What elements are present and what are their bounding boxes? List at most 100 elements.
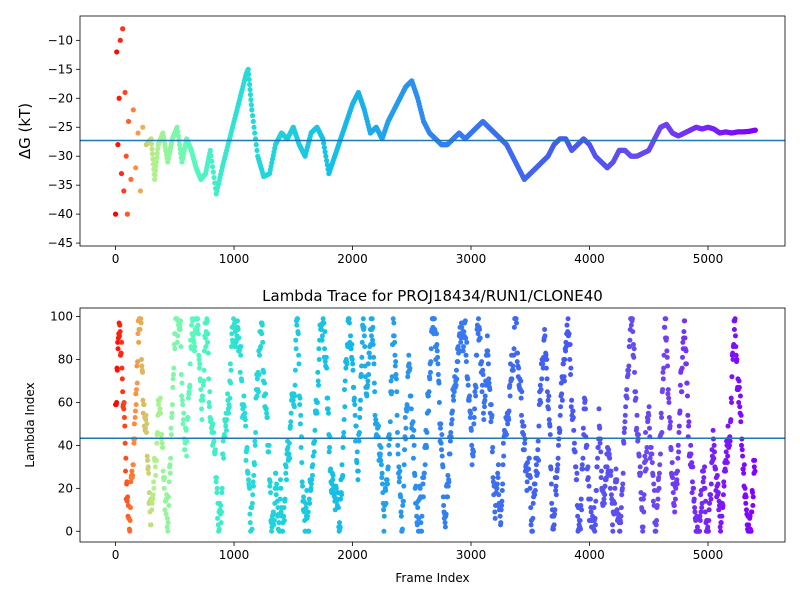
lambda-point	[439, 447, 445, 453]
lambda-point	[404, 404, 410, 410]
lambda-point	[379, 481, 385, 487]
lambda-point	[741, 462, 747, 468]
lambda-point	[743, 494, 749, 500]
lambda-point	[195, 316, 201, 322]
lambda-point	[536, 457, 542, 463]
lambda-point	[330, 477, 336, 483]
lambda-point	[524, 479, 530, 485]
lambda-point	[660, 369, 666, 375]
lambda-point	[310, 462, 316, 468]
lambda-point	[558, 404, 564, 410]
lambda-point	[180, 417, 186, 423]
lambda-point	[186, 389, 192, 395]
lambda-point	[425, 393, 431, 399]
lambda-point	[292, 393, 298, 399]
lambda-point	[717, 524, 723, 530]
lambda-point	[582, 397, 588, 403]
lambda-point	[723, 468, 729, 474]
lambda-point	[351, 395, 357, 401]
lambda-point	[651, 481, 657, 487]
lambda-point	[656, 475, 662, 481]
lambda-point	[530, 528, 536, 534]
lambda-point	[205, 331, 211, 337]
lambda-point	[281, 518, 287, 524]
lambda-point	[506, 408, 512, 414]
lambda-point	[283, 464, 289, 470]
lambda-point	[395, 442, 401, 448]
lambda-point	[701, 475, 707, 481]
lambda-point	[751, 464, 757, 470]
lambda-point	[182, 447, 188, 453]
lambda-point	[368, 333, 374, 339]
y-tick-label: −15	[48, 62, 73, 76]
lambda-point	[361, 333, 367, 339]
lambda-point	[152, 464, 158, 470]
lambda-point	[515, 350, 521, 356]
lambda-point	[463, 359, 469, 365]
lambda-point	[286, 440, 292, 446]
lambda-point	[601, 500, 607, 506]
lambda-point	[606, 451, 612, 457]
lambda-point	[738, 419, 744, 425]
lambda-point	[170, 384, 176, 390]
lambda-point	[264, 410, 270, 416]
lambda-point	[509, 376, 515, 382]
lambda-point	[725, 453, 731, 459]
lambda-point	[216, 526, 222, 532]
lambda-point	[613, 466, 619, 472]
lambda-point	[295, 316, 301, 322]
lambda-point	[737, 393, 743, 399]
lambda-point	[145, 457, 151, 463]
lambda-point	[402, 447, 408, 453]
lambda-point	[743, 507, 749, 513]
lambda-point	[742, 485, 748, 491]
lambda-point	[168, 455, 174, 461]
lambda-point	[123, 455, 129, 461]
lambda-point	[467, 393, 473, 399]
lambda-point	[571, 427, 577, 433]
lambda-point	[205, 339, 211, 345]
lambda-point	[729, 374, 735, 380]
lambda-point	[675, 455, 681, 461]
lambda-point	[469, 442, 475, 448]
lambda-point	[731, 326, 737, 332]
lambda-point	[475, 316, 481, 322]
lambda-point	[133, 391, 139, 397]
delta-g-point	[152, 168, 159, 174]
delta-g-x-ticks: 0 1000 2000 3000 4000 5000	[112, 246, 723, 266]
lambda-point	[288, 410, 294, 416]
y-tick-label: −10	[48, 33, 73, 47]
lambda-point	[677, 408, 683, 414]
lambda-point	[618, 505, 624, 511]
lambda-point	[405, 374, 411, 380]
lambda-point	[167, 462, 173, 468]
lambda-title: Lambda Trace for PROJ18434/RUN1/CLONE40	[262, 287, 603, 305]
delta-g-point	[140, 124, 146, 130]
lambda-point	[582, 406, 588, 412]
lambda-point	[170, 372, 176, 378]
lambda-point	[647, 455, 653, 461]
delta-g-point	[155, 146, 161, 152]
lambda-point	[199, 417, 205, 423]
lambda-point	[553, 487, 559, 493]
lambda-point	[185, 395, 191, 401]
lambda-point	[324, 365, 330, 371]
lambda-point	[607, 485, 613, 491]
lambda-point	[612, 485, 618, 491]
lambda-point	[249, 505, 255, 511]
lambda-point	[203, 344, 209, 350]
delta-g-point	[114, 49, 120, 55]
lambda-point	[641, 509, 647, 515]
lambda-point	[472, 406, 478, 412]
lambda-point	[489, 412, 495, 418]
lambda-point	[489, 449, 495, 455]
lambda-point	[316, 382, 322, 388]
delta-g-point	[177, 146, 183, 152]
lambda-point	[177, 322, 183, 328]
lambda-point	[426, 408, 432, 414]
lambda-point	[277, 496, 283, 502]
lambda-point	[341, 430, 347, 436]
lambda-point	[323, 354, 329, 360]
lambda-point	[495, 470, 501, 476]
lambda-point	[341, 417, 347, 423]
